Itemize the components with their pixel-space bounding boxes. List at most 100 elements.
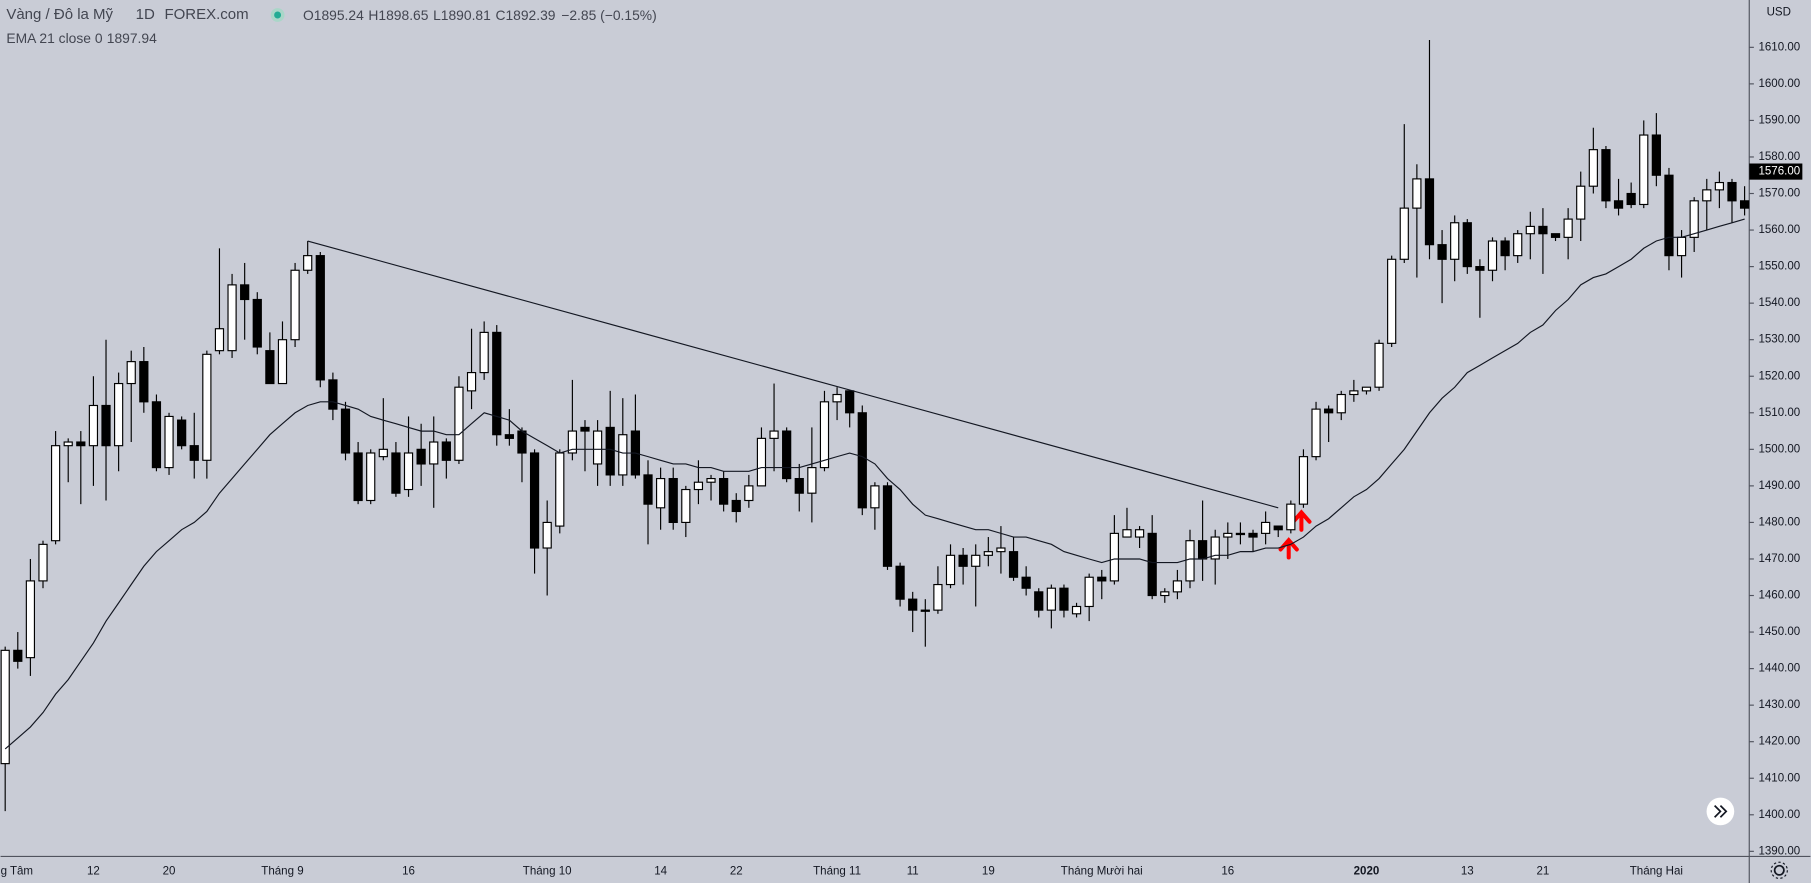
candle-body bbox=[744, 485, 754, 502]
trendline bbox=[307, 240, 1279, 509]
candle-body bbox=[605, 426, 615, 476]
candle-body bbox=[592, 430, 603, 465]
x-tick-label: 16 bbox=[402, 866, 415, 878]
candle-body bbox=[1273, 525, 1283, 531]
source: FOREX.com bbox=[164, 6, 248, 23]
candle-body bbox=[88, 404, 99, 447]
candle-body bbox=[164, 415, 174, 469]
l-value: 1890.81 bbox=[441, 7, 491, 23]
candle-body bbox=[1147, 532, 1157, 597]
status-dot-core bbox=[274, 11, 282, 19]
candle-body bbox=[38, 543, 48, 582]
candle-body bbox=[1714, 181, 1725, 191]
candle-body bbox=[492, 331, 502, 436]
candle-body bbox=[832, 393, 842, 403]
ema-line bbox=[4, 218, 1745, 750]
candle-body bbox=[1424, 178, 1435, 246]
candle-body bbox=[1336, 393, 1346, 414]
candle-body bbox=[1185, 540, 1195, 582]
candle-body bbox=[1210, 536, 1220, 560]
candle-body bbox=[328, 379, 338, 410]
candle-body bbox=[479, 331, 489, 374]
y-tick-label: 1450.00 bbox=[1758, 626, 1800, 638]
y-tick-label: 1460.00 bbox=[1758, 590, 1800, 602]
l-label: L bbox=[433, 7, 441, 23]
interval: 1D bbox=[136, 6, 155, 23]
candle-body bbox=[920, 609, 930, 612]
candle-body bbox=[933, 583, 943, 611]
candle-body bbox=[63, 441, 73, 447]
ema-name: EMA 21 close 0 bbox=[6, 30, 102, 46]
candle-body bbox=[1261, 521, 1271, 534]
y-tick-label: 1400.00 bbox=[1758, 809, 1800, 821]
candle-body bbox=[378, 448, 388, 458]
y-tick-label: 1580.00 bbox=[1758, 151, 1800, 163]
candle-body bbox=[1613, 200, 1624, 209]
candle-body bbox=[983, 551, 993, 556]
candle-body bbox=[126, 361, 136, 385]
candle-body bbox=[1046, 587, 1056, 611]
candle-body bbox=[416, 448, 426, 465]
candle-body bbox=[1298, 456, 1309, 505]
y-tick-label: 1540.00 bbox=[1758, 297, 1800, 309]
candle-body bbox=[769, 430, 779, 439]
candle-body bbox=[101, 404, 111, 447]
candle-body bbox=[1034, 591, 1044, 611]
candle-body bbox=[1311, 408, 1321, 458]
candle-body bbox=[782, 430, 792, 480]
ema-last: 1897.94 bbox=[107, 30, 157, 46]
candle-body bbox=[1235, 532, 1246, 536]
candle-body bbox=[1676, 236, 1687, 257]
c-label: C bbox=[495, 7, 505, 23]
y-tick-label: 1410.00 bbox=[1758, 772, 1800, 784]
candle-body bbox=[807, 467, 817, 494]
candle-body bbox=[996, 547, 1006, 553]
x-tick-label: Tháng 11 bbox=[813, 866, 861, 878]
candle-body bbox=[1412, 178, 1422, 209]
candle-body bbox=[1437, 244, 1447, 260]
o-value: 1895.24 bbox=[314, 7, 364, 23]
y-tick-label: 1530.00 bbox=[1758, 334, 1800, 346]
x-tick-label: 21 bbox=[1537, 866, 1550, 878]
candle-body bbox=[353, 452, 363, 502]
candle-body bbox=[1626, 192, 1636, 206]
candle-body bbox=[1134, 529, 1145, 538]
y-tick-label: 1440.00 bbox=[1758, 663, 1800, 675]
candle-body bbox=[580, 426, 590, 432]
candle-body bbox=[1689, 200, 1699, 238]
candle-body bbox=[303, 255, 313, 271]
y-tick-label: 1590.00 bbox=[1758, 114, 1800, 126]
x-tick-label: Tháng Mười hai bbox=[1061, 866, 1143, 878]
candle-body bbox=[441, 441, 451, 461]
candle-body bbox=[13, 649, 23, 662]
candle-body bbox=[1538, 225, 1548, 235]
y-tick-label: 1560.00 bbox=[1758, 224, 1800, 236]
settings-icon[interactable] bbox=[1770, 861, 1788, 879]
candle-body bbox=[1387, 258, 1397, 344]
candle-body bbox=[340, 408, 351, 454]
candle-body bbox=[1361, 386, 1372, 392]
candle-body bbox=[870, 485, 880, 509]
candle-body bbox=[706, 477, 716, 483]
y-tick-label: 1550.00 bbox=[1758, 261, 1800, 273]
candle-body bbox=[618, 434, 628, 476]
candle-body bbox=[1084, 576, 1094, 608]
y-tick-label: 1610.00 bbox=[1758, 41, 1800, 53]
candle-body bbox=[945, 554, 956, 586]
candle-body bbox=[76, 441, 86, 447]
candle-body bbox=[1008, 551, 1019, 578]
y-tick-label: 1490.00 bbox=[1758, 480, 1800, 492]
candle-body bbox=[290, 269, 300, 341]
candle-body bbox=[1021, 576, 1031, 589]
candle-body bbox=[227, 284, 237, 352]
change: −2.85 (−0.15%) bbox=[561, 7, 656, 23]
last-price-tag bbox=[1749, 163, 1803, 180]
candle-body bbox=[529, 452, 540, 549]
candle-body bbox=[1525, 225, 1535, 235]
candle-body bbox=[202, 353, 212, 461]
y-tick-label: 1470.00 bbox=[1758, 553, 1800, 565]
candle-body bbox=[1462, 222, 1472, 268]
candle-body bbox=[731, 499, 741, 513]
candle-body bbox=[1172, 580, 1183, 593]
